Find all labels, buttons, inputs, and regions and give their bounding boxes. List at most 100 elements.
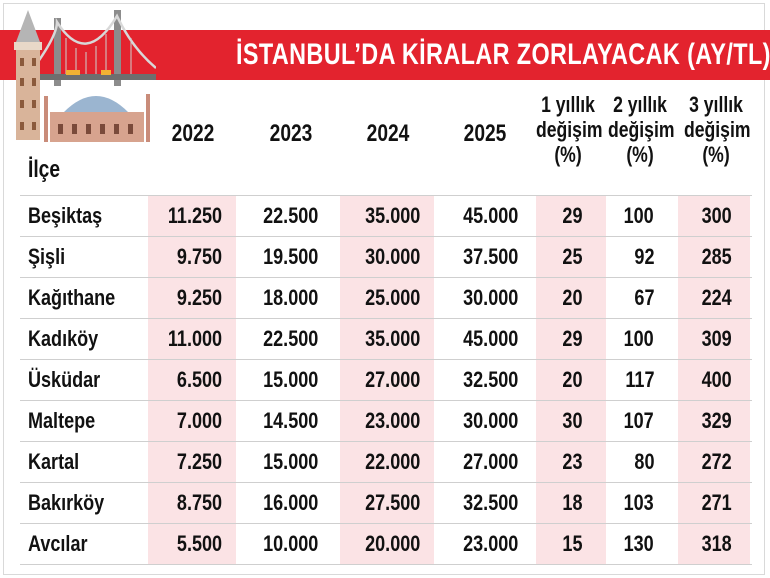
istanbul-illustration	[14, 10, 156, 142]
row-divider	[20, 236, 752, 237]
cell-y2022: 9.750	[176, 244, 222, 269]
cell-shade	[148, 401, 236, 441]
cell-y2025: 37.500	[462, 244, 518, 269]
cell-y2024: 27.500	[364, 490, 420, 515]
cell-d3: 300	[701, 203, 732, 228]
cell-d2: 107	[623, 408, 654, 433]
header-2-year-line1: 2 yıllık	[613, 92, 667, 117]
cell-y2023: 10.000	[262, 531, 318, 556]
header-3-year-line3: (%)	[702, 142, 730, 167]
cell-y2024: 30.000	[364, 244, 420, 269]
cell-shade	[678, 524, 750, 564]
cell-shade	[340, 196, 434, 236]
cell-shade	[536, 524, 606, 564]
cell-d3: 309	[701, 326, 732, 351]
header-2-year-change: 2 yıllık değişim (%)	[608, 92, 675, 167]
row-divider	[20, 523, 752, 524]
row-divider	[20, 359, 752, 360]
cell-y2025: 27.000	[462, 449, 518, 474]
cell-y2022: 7.000	[176, 408, 222, 433]
cell-y2023: 15.000	[262, 367, 318, 392]
header-1-year-line1: 1 yıllık	[541, 92, 595, 117]
cell-shade	[340, 483, 434, 523]
row-divider	[20, 318, 752, 319]
district-name: Kadıköy	[28, 326, 99, 351]
district-name: Bakırköy	[28, 490, 105, 515]
cell-y2022: 6.500	[176, 367, 222, 392]
cell-y2024: 27.000	[364, 367, 420, 392]
cell-shade	[340, 524, 434, 564]
cell-shade	[340, 237, 434, 277]
cell-y2024: 35.000	[364, 203, 420, 228]
header-1-year-line3: (%)	[554, 142, 582, 167]
cell-d1: 20	[561, 367, 582, 392]
cell-shade	[678, 196, 750, 236]
cell-y2022: 8.750	[176, 490, 222, 515]
district-name: Kartal	[28, 449, 80, 474]
cell-shade	[340, 442, 434, 482]
cell-y2022: 11.250	[167, 203, 222, 228]
district-name: Beşiktaş	[28, 203, 103, 228]
cell-y2024: 35.000	[364, 326, 420, 351]
cell-y2025: 30.000	[462, 285, 518, 310]
cell-shade	[148, 524, 236, 564]
cell-y2025: 45.000	[462, 326, 518, 351]
district-name: Şişli	[28, 244, 66, 269]
cell-y2024: 23.000	[364, 408, 420, 433]
cell-shade	[536, 483, 606, 523]
cell-y2025: 30.000	[462, 408, 518, 433]
cell-y2023: 22.500	[262, 203, 318, 228]
cell-shade	[340, 319, 434, 359]
cell-d1: 20	[561, 285, 582, 310]
cell-shade	[148, 319, 236, 359]
header-2025: 2025	[463, 120, 507, 147]
cell-y2022: 9.250	[176, 285, 222, 310]
cell-d1: 30	[561, 408, 582, 433]
row-divider	[20, 564, 752, 565]
row-divider	[20, 277, 752, 278]
cell-d3: 272	[701, 449, 732, 474]
cell-shade	[678, 278, 750, 318]
cell-shade	[678, 237, 750, 277]
cell-d1: 15	[561, 531, 582, 556]
cell-y2023: 19.500	[262, 244, 318, 269]
cell-shade	[678, 442, 750, 482]
cell-d3: 271	[701, 490, 732, 515]
cell-y2025: 45.000	[462, 203, 518, 228]
cell-shade	[340, 360, 434, 400]
table-frame	[3, 3, 765, 575]
cell-d3: 318	[701, 531, 732, 556]
cell-d2: 130	[623, 531, 654, 556]
district-name: Üsküdar	[28, 367, 101, 392]
cell-y2022: 7.250	[176, 449, 222, 474]
cell-shade	[340, 401, 434, 441]
district-name: Avcılar	[28, 531, 88, 556]
cell-shade	[536, 237, 606, 277]
cell-shade	[536, 442, 606, 482]
row-divider	[20, 400, 752, 401]
cell-d1: 29	[561, 326, 582, 351]
header-1-year-line2: değişim	[536, 117, 603, 142]
header-3-year-line1: 3 yıllık	[689, 92, 743, 117]
cell-y2023: 14.500	[262, 408, 318, 433]
cell-shade	[148, 196, 236, 236]
cell-shade	[678, 319, 750, 359]
cell-d2: 67	[633, 285, 654, 310]
cell-shade	[536, 196, 606, 236]
cell-shade	[678, 483, 750, 523]
chart-title: İSTANBUL’DA KİRALAR ZORLAYACAK (AY/TL)	[236, 38, 770, 71]
header-2022: 2022	[171, 120, 215, 147]
cell-y2025: 32.500	[462, 490, 518, 515]
bosphorus-bridge-icon	[25, 10, 156, 86]
header-3-year-change: 3 yıllık değişim (%)	[684, 92, 751, 167]
row-divider	[20, 195, 752, 196]
cell-shade	[340, 278, 434, 318]
row-divider	[20, 441, 752, 442]
galata-tower-icon	[14, 10, 42, 140]
cell-shade	[536, 319, 606, 359]
cell-y2024: 20.000	[364, 531, 420, 556]
cell-shade	[148, 483, 236, 523]
cell-d2: 100	[623, 326, 654, 351]
row-divider	[20, 482, 752, 483]
district-name: Kağıthane	[28, 285, 116, 310]
